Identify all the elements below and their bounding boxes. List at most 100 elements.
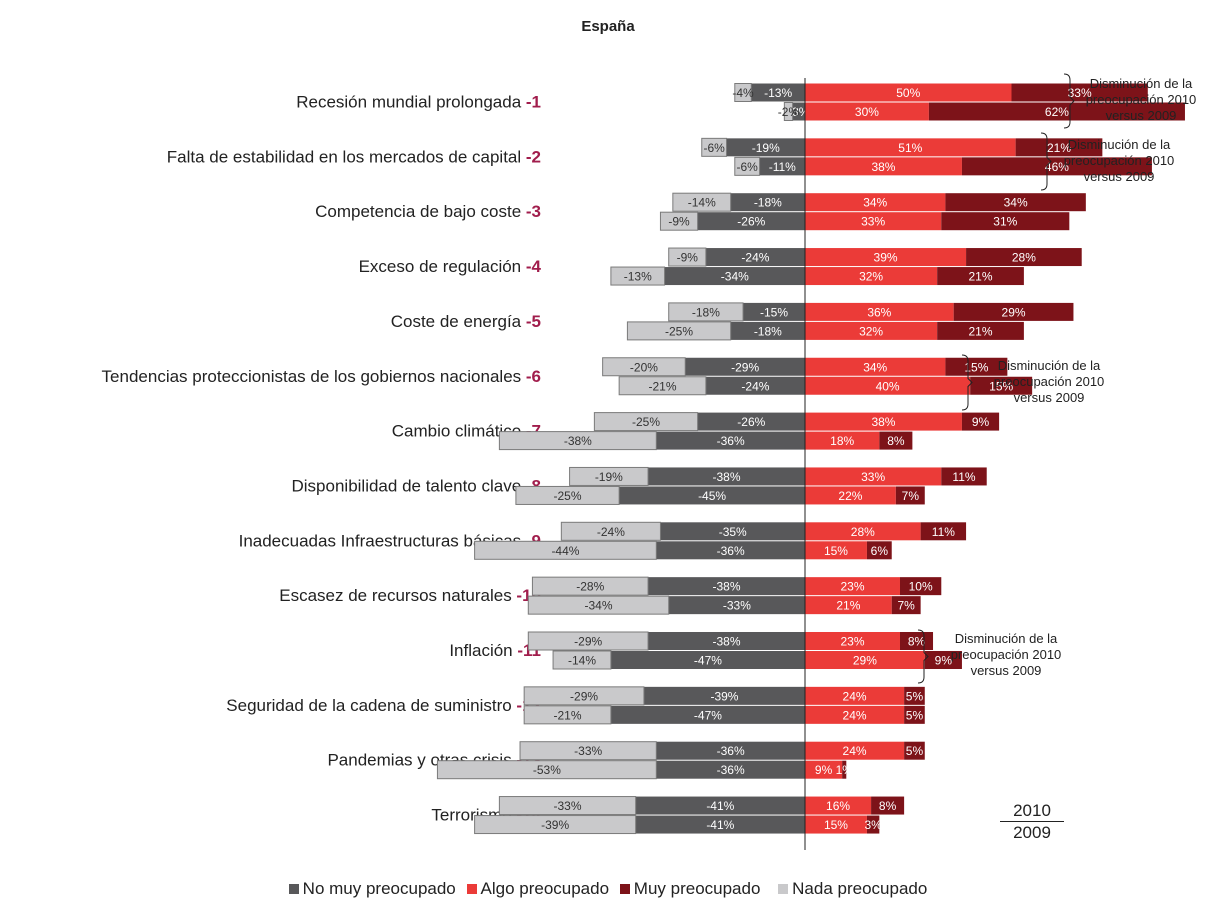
row-label-text: Competencia de bajo coste (315, 202, 526, 221)
chart-title: España (581, 18, 635, 35)
legend-item-no-muy: No muy preocupado (288, 879, 456, 899)
muy-label-y2009: 1% (836, 763, 854, 777)
nada-bar-y2010 (560, 521, 661, 541)
nada-label-y2010: -33% (554, 799, 582, 813)
nada-label-y2010: -6% (703, 141, 725, 155)
no-muy-bar-y2010 (648, 467, 805, 486)
algo-label-y2010: 23% (840, 580, 864, 594)
algo-label-y2009: 33% (861, 215, 885, 229)
legend: No muy preocupado Algo preocupado Muy pr… (0, 879, 1216, 899)
nada-label-y2009: -34% (584, 599, 612, 613)
no-muy-bar-y2010 (751, 83, 805, 102)
no-muy-label-y2009: -3% (788, 105, 810, 119)
row-label: Inflación -11 (449, 641, 541, 660)
algo-label-y2010: 24% (843, 744, 867, 758)
algo-bar-y2010 (805, 741, 905, 760)
row-rank: -2 (526, 147, 541, 166)
algo-label-y2009: 30% (855, 105, 879, 119)
nada-bar-y2009 (498, 431, 657, 451)
no-muy-label-y2010: -15% (760, 305, 788, 319)
algo-bar-y2010 (805, 193, 946, 212)
no-muy-label-y2010: -41% (706, 799, 734, 813)
algo-bar-y2009 (805, 212, 942, 231)
no-muy-label-y2010: -29% (731, 360, 759, 374)
muy-bar-y2010 (945, 193, 1086, 212)
nada-label-y2009: -44% (551, 544, 579, 558)
muy-bar-y2009 (891, 596, 921, 615)
algo-bar-y2009 (805, 486, 896, 505)
row-label-text: Inflación (449, 641, 517, 660)
no-muy-bar-y2009 (668, 596, 805, 615)
row-label: Competencia de bajo coste -3 (315, 202, 541, 221)
muy-label-y2009: 15% (989, 379, 1013, 393)
algo-bar-y2009 (805, 651, 925, 669)
no-muy-label-y2009: -41% (706, 818, 734, 832)
no-muy-bar-y2009 (656, 431, 805, 450)
year-top: 2010 (1013, 801, 1051, 820)
row-label-text: Disponibilidad de talento clave (292, 476, 526, 495)
nada-bar-y2010 (668, 247, 707, 267)
muy-label-y2009: 21% (969, 270, 993, 284)
nada-label-y2010: -24% (597, 525, 625, 539)
muy-bar-y2009 (961, 157, 1152, 176)
legend-swatch (288, 884, 299, 894)
nada-label-y2009: -2% (778, 105, 800, 119)
algo-bar-y2009 (805, 815, 867, 834)
algo-bar-y2010 (805, 796, 872, 815)
algo-bar-y2010 (805, 577, 900, 596)
nada-label-y2009: -14% (568, 654, 596, 668)
row-label: Falta de estabilidad en los mercados de … (167, 147, 541, 166)
row-label-text: Falta de estabilidad en los mercados de … (167, 147, 526, 166)
legend-label: Muy preocupado (633, 879, 761, 898)
nada-bar-y2010 (672, 192, 732, 212)
algo-bar-y2009 (805, 596, 892, 615)
no-muy-label-y2010: -39% (710, 689, 738, 703)
algo-bar-y2010 (805, 357, 946, 376)
no-muy-bar-y2009 (705, 376, 805, 395)
algo-label-y2009: 40% (876, 379, 900, 393)
muy-bar-y2009 (970, 376, 1033, 395)
legend-swatch (778, 884, 789, 894)
nada-label-y2010: -20% (630, 360, 658, 374)
nada-label-y2009: -39% (541, 818, 569, 832)
muy-bar-y2010 (966, 248, 1082, 267)
muy-bar-y2010 (945, 357, 1008, 376)
no-muy-bar-y2009 (619, 486, 805, 505)
algo-label-y2009: 18% (830, 434, 854, 448)
nada-label-y2010: -29% (570, 689, 598, 703)
algo-bar-y2010 (805, 522, 921, 541)
algo-label-y2010: 16% (826, 799, 850, 813)
no-muy-bar-y2010 (648, 632, 805, 650)
no-muy-label-y2010: -38% (713, 470, 741, 484)
muy-label-y2009: 8% (887, 434, 905, 448)
nada-bar-y2009 (474, 815, 637, 835)
no-muy-bar-y2009 (656, 760, 805, 779)
nada-bar-y2009 (783, 102, 794, 121)
nada-bar-y2010 (668, 302, 744, 322)
nada-bar-y2010 (523, 686, 645, 706)
no-muy-bar-y2010 (635, 796, 805, 815)
nada-bar-y2009 (523, 705, 612, 725)
muy-bar-y2010 (920, 522, 967, 541)
algo-bar-y2010 (805, 412, 962, 431)
no-muy-label-y2009: -36% (717, 763, 745, 777)
nada-label-y2010: -9% (677, 251, 699, 265)
no-muy-bar-y2010 (705, 248, 805, 267)
row-rank: -3 (526, 202, 541, 221)
nada-label-y2009: -13% (624, 270, 652, 284)
no-muy-label-y2009: -45% (698, 489, 726, 503)
nada-label-y2010: -14% (688, 196, 716, 210)
algo-bar-y2009 (805, 705, 905, 724)
no-muy-label-y2010: -38% (713, 635, 741, 649)
nada-label-y2010: -29% (574, 635, 602, 649)
nada-bar-y2009 (610, 266, 666, 286)
muy-label-y2010: 5% (906, 744, 924, 758)
no-muy-bar-y2009 (664, 267, 805, 286)
note-falta-estabilidad: Disminución de la preocupación 2010 versus… (1063, 137, 1175, 184)
nada-bar-y2010 (498, 796, 637, 816)
algo-label-y2010: 38% (871, 415, 895, 429)
no-muy-bar-y2010 (656, 741, 805, 760)
muy-bar-y2009 (842, 760, 847, 779)
muy-label-y2010: 5% (906, 689, 924, 703)
algo-bar-y2010 (805, 686, 905, 705)
